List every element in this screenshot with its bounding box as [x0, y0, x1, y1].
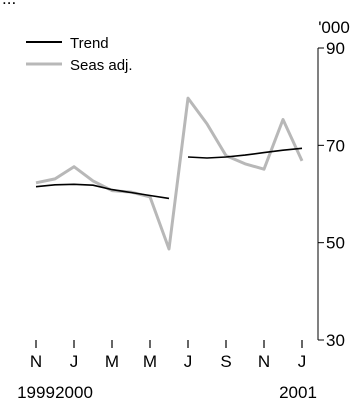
series-layer	[35, 96, 304, 251]
x-tick-label: J	[70, 352, 79, 371]
x-tick-label: J	[184, 352, 193, 371]
x-tick-label: M	[105, 352, 119, 371]
year-labels: 1999 2000 2001	[17, 383, 317, 402]
legend: Trend Seas adj.	[26, 35, 133, 74]
year-label: 2001	[279, 383, 317, 402]
x-tick-label: N	[30, 352, 42, 371]
y-tick-label: 70	[326, 136, 345, 155]
legend-label-seas-adj: Seas adj.	[70, 57, 133, 74]
partial-header-text: ...	[2, 0, 16, 8]
x-tick-label: N	[258, 352, 270, 371]
x-tick-label: J	[298, 352, 307, 371]
year-label: 1999	[17, 383, 55, 402]
series-line-trend-segment-1	[35, 183, 170, 200]
x-tick-label: M	[143, 352, 157, 371]
y-tick-label: 50	[326, 234, 345, 253]
y-axis: '000 30 50 70 90	[317, 18, 350, 350]
y-axis-unit: '000	[318, 18, 350, 37]
legend-label-trend: Trend	[70, 35, 109, 52]
partial-header: ...	[2, 0, 16, 8]
series-line-seas-adj	[35, 96, 304, 251]
y-ticks: 30 50 70 90	[318, 39, 345, 350]
year-label: 2000	[55, 383, 93, 402]
series-line-trend-segment-2	[187, 147, 303, 159]
y-tick-label: 30	[326, 331, 345, 350]
x-tick-label: S	[220, 352, 231, 371]
y-tick-label: 90	[326, 39, 345, 58]
x-axis: N J M M J S N J 1999 2000 2001	[17, 340, 317, 402]
